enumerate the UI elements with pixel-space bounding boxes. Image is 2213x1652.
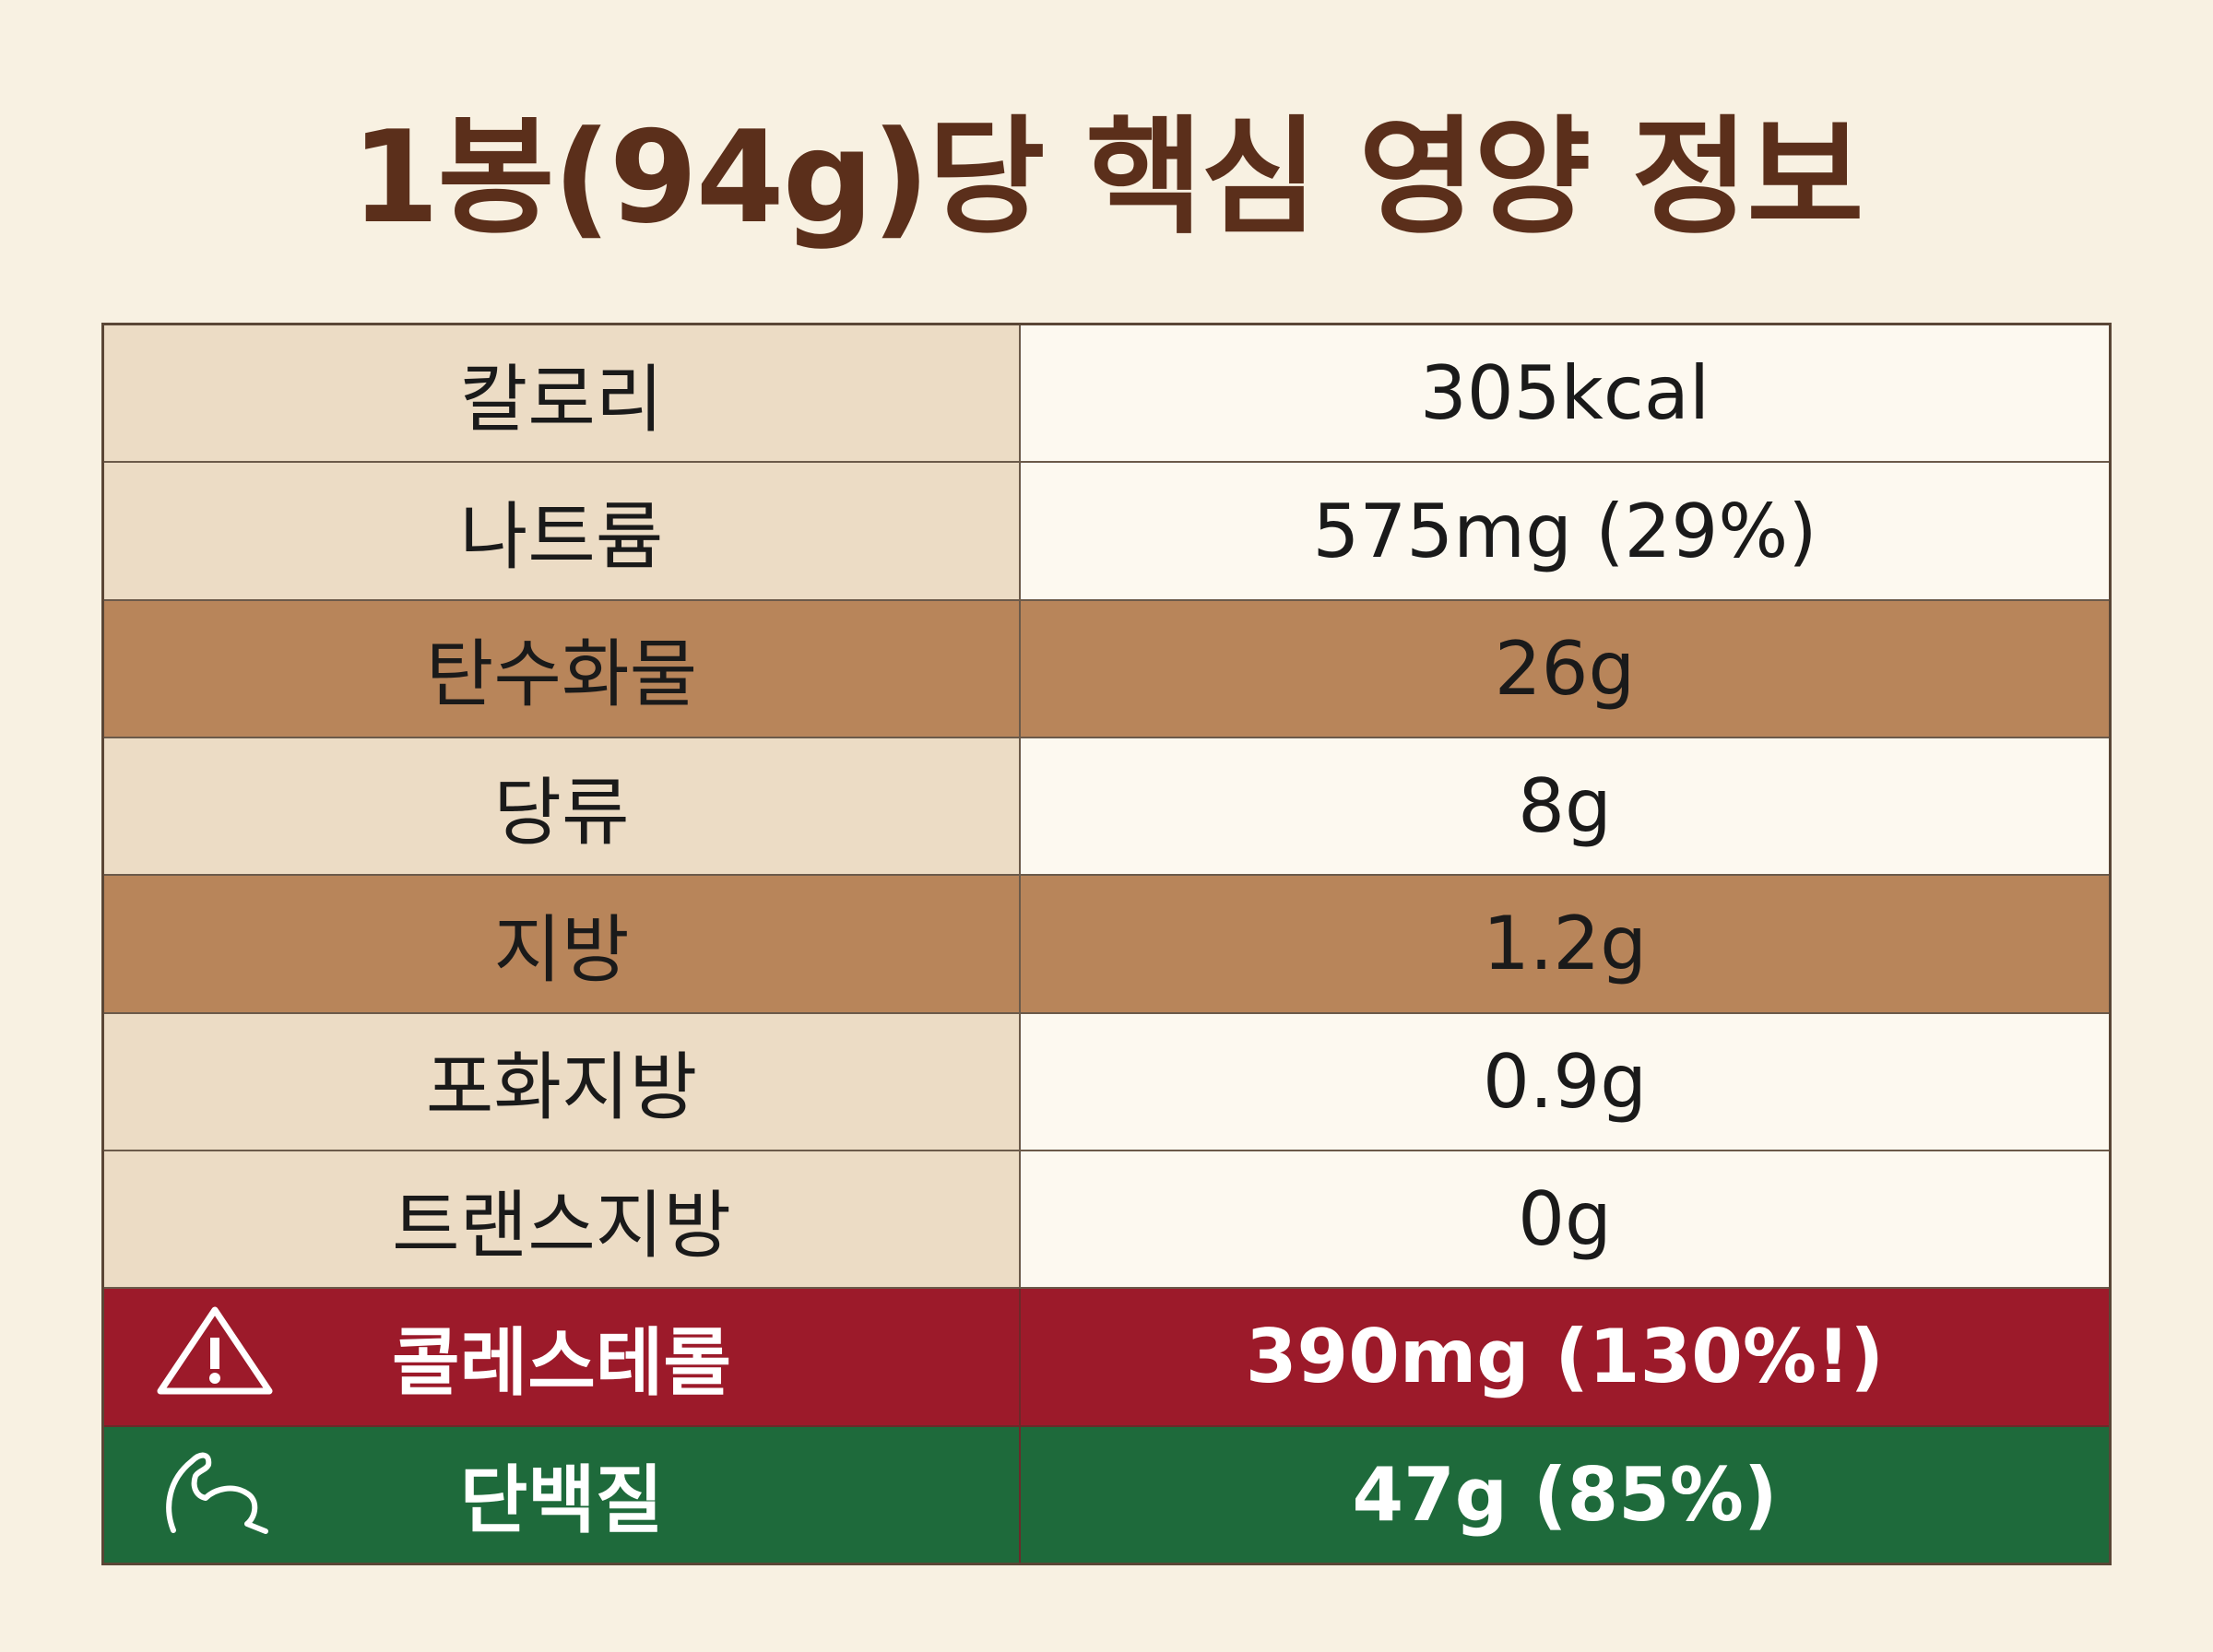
warning-icon xyxy=(157,1306,273,1395)
value: 47g (85%) xyxy=(1019,1424,2112,1565)
label: 포화지방 xyxy=(101,1011,1021,1151)
label-cell: 단백질 xyxy=(101,1424,1021,1565)
value: 390mg (130%!) xyxy=(1019,1287,2112,1427)
row: 탄수화물 26g xyxy=(101,598,2112,738)
row: 당류 8g xyxy=(101,736,2112,877)
label-cell: 콜레스테롤 xyxy=(101,1287,1021,1427)
title: 1봉(94g)당 핵심 영양 정보 xyxy=(350,103,1864,252)
row: 포화지방 0.9g xyxy=(101,1011,2112,1151)
value: 575mg (29%) xyxy=(1019,461,2112,601)
row: 단백질 47g (85%) xyxy=(101,1424,2112,1565)
value: 8g xyxy=(1019,736,2112,877)
row: 칼로리 305kcal xyxy=(101,323,2112,464)
value: 26g xyxy=(1019,598,2112,738)
value: 1.2g xyxy=(1019,874,2112,1014)
label: 칼로리 xyxy=(101,323,1021,464)
nutrition-table: 칼로리 305kcal 나트륨 575mg (29%) 탄수화물 26g 당류 8g 지… xyxy=(101,323,2112,1565)
value: 0g xyxy=(1019,1149,2112,1290)
muscle-icon xyxy=(166,1452,268,1534)
row: 트랜스지방 0g xyxy=(101,1149,2112,1290)
value: 0.9g xyxy=(1019,1011,2112,1151)
label: 트랜스지방 xyxy=(101,1149,1021,1290)
row: 지방 1.2g xyxy=(101,874,2112,1014)
row: 콜레스테롤 390mg (130%!) xyxy=(101,1287,2112,1427)
label: 지방 xyxy=(101,874,1021,1014)
label: 탄수화물 xyxy=(101,598,1021,738)
value: 305kcal xyxy=(1019,323,2112,464)
row: 나트륨 575mg (29%) xyxy=(101,461,2112,601)
label: 콜레스테롤 xyxy=(392,1319,731,1406)
label: 나트륨 xyxy=(101,461,1021,601)
label: 당류 xyxy=(101,736,1021,877)
label: 단백질 xyxy=(459,1457,664,1544)
